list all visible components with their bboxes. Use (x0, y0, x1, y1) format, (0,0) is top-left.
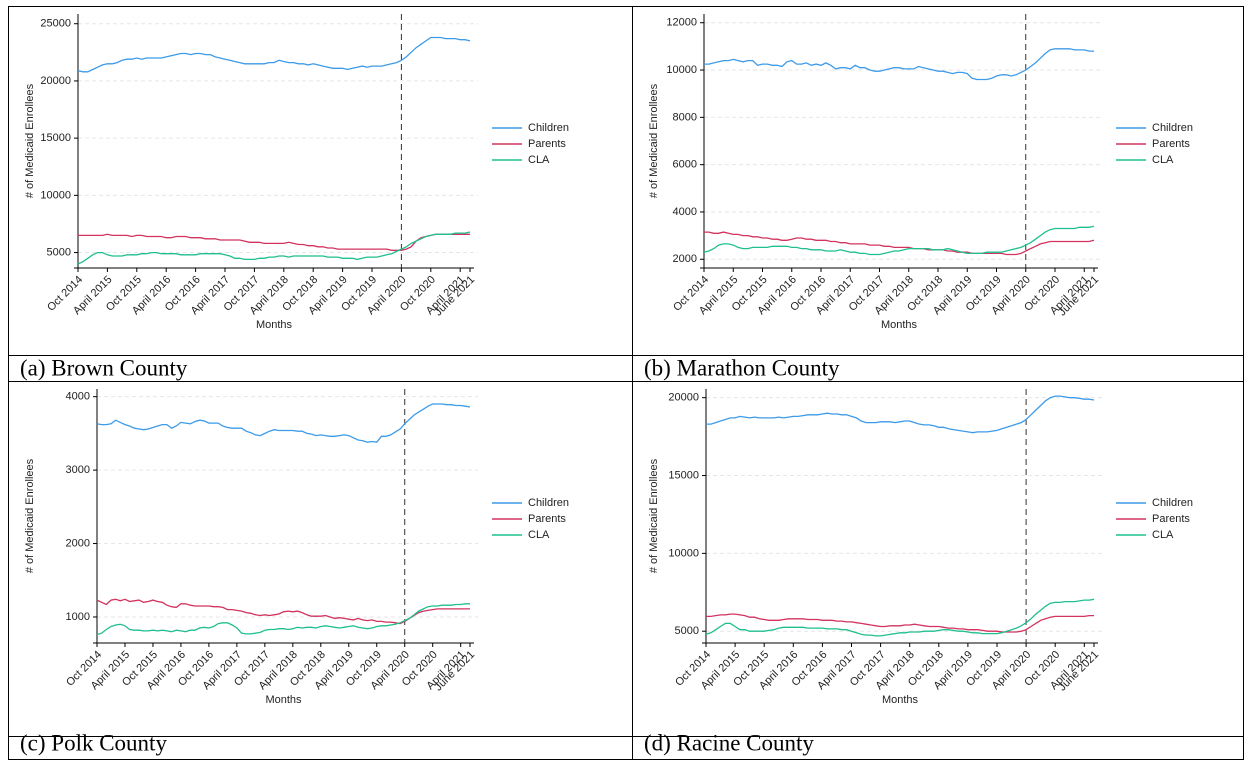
legend-label: Children (1152, 497, 1193, 509)
legend-label: CLA (1152, 529, 1174, 541)
legend-label: CLA (528, 529, 550, 541)
caption: (b) Marathon County (644, 355, 840, 380)
caption: (c) Polk County (20, 730, 167, 755)
data-line (96, 403, 471, 443)
data-line (704, 48, 1094, 81)
y-tick-label: 1000 (66, 611, 90, 623)
data-line (77, 36, 471, 73)
data-line (78, 233, 470, 251)
legend-label: CLA (528, 154, 550, 166)
y-tick-label: 8000 (673, 111, 697, 123)
y-axis-label: # of Medicaid Enrollees (648, 83, 660, 198)
data-line (96, 598, 470, 625)
legend-label: Children (528, 497, 569, 509)
data-line (706, 613, 1094, 633)
x-axis-label: Months (881, 319, 918, 331)
y-axis-label: # of Medicaid Enrollees (648, 458, 660, 573)
data-line (96, 603, 470, 636)
legend-label: Children (528, 122, 569, 134)
legend-label: Parents (1152, 138, 1190, 150)
y-tick-label: 2000 (66, 537, 90, 549)
legend-label: Parents (528, 513, 566, 525)
y-tick-label: 6000 (673, 159, 697, 171)
x-axis-label: Months (256, 319, 293, 331)
caption: (a) Brown County (20, 355, 188, 380)
y-tick-label: 5000 (47, 246, 71, 258)
x-axis-label: Months (265, 694, 302, 706)
y-tick-label: 25000 (40, 18, 71, 30)
y-tick-label: 10000 (666, 64, 697, 76)
caption: (d) Racine County (644, 730, 814, 755)
legend-label: Children (1152, 122, 1193, 134)
y-tick-label: 2000 (673, 253, 697, 265)
legend-label: Parents (1152, 513, 1190, 525)
y-tick-label: 3000 (66, 464, 90, 476)
data-line (77, 231, 471, 265)
legend-label: Parents (528, 138, 566, 150)
legend-label: CLA (1152, 154, 1174, 166)
data-line (704, 231, 1095, 256)
y-tick-label: 5000 (675, 625, 699, 637)
data-line (703, 225, 1095, 256)
y-axis-label: # of Medicaid Enrollees (24, 83, 36, 198)
x-axis-label: Months (882, 694, 919, 706)
y-tick-label: 4000 (673, 206, 697, 218)
y-tick-label: 10000 (40, 189, 71, 201)
y-tick-label: 15000 (668, 469, 699, 481)
y-tick-label: 4000 (66, 391, 90, 403)
y-tick-label: 20000 (668, 392, 699, 404)
y-tick-label: 20000 (40, 75, 71, 87)
y-tick-label: 12000 (666, 17, 697, 29)
data-line (705, 598, 1095, 637)
table-frame (8, 6, 1244, 760)
y-tick-label: 15000 (40, 132, 71, 144)
y-axis-label: # of Medicaid Enrollees (24, 458, 36, 573)
y-tick-label: 10000 (668, 547, 699, 559)
data-line (706, 395, 1095, 434)
